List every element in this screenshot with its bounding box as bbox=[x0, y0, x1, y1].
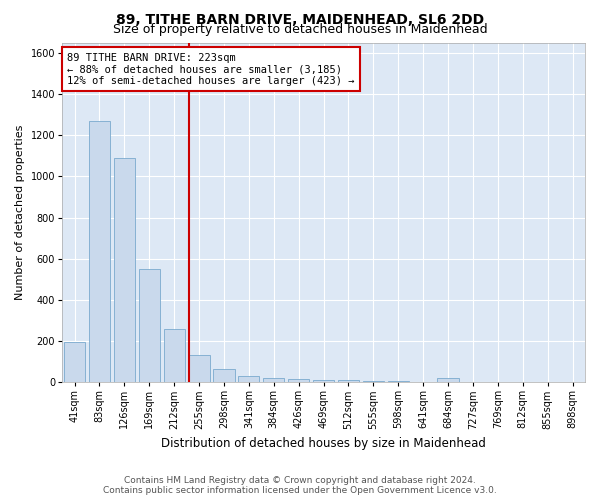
Text: Size of property relative to detached houses in Maidenhead: Size of property relative to detached ho… bbox=[113, 24, 487, 36]
Bar bbox=[164, 328, 185, 382]
Bar bbox=[139, 269, 160, 382]
Bar bbox=[64, 342, 85, 382]
Text: Contains HM Land Registry data © Crown copyright and database right 2024.
Contai: Contains HM Land Registry data © Crown c… bbox=[103, 476, 497, 495]
Bar bbox=[437, 378, 458, 382]
Bar bbox=[114, 158, 135, 382]
Bar bbox=[363, 381, 384, 382]
Bar bbox=[288, 379, 309, 382]
X-axis label: Distribution of detached houses by size in Maidenhead: Distribution of detached houses by size … bbox=[161, 437, 486, 450]
Bar bbox=[388, 381, 409, 382]
Bar bbox=[188, 356, 209, 382]
Text: 89, TITHE BARN DRIVE, MAIDENHEAD, SL6 2DD: 89, TITHE BARN DRIVE, MAIDENHEAD, SL6 2D… bbox=[116, 12, 484, 26]
Bar bbox=[89, 120, 110, 382]
Bar bbox=[313, 380, 334, 382]
Bar bbox=[238, 376, 259, 382]
Bar bbox=[214, 370, 235, 382]
Text: 89 TITHE BARN DRIVE: 223sqm
← 88% of detached houses are smaller (3,185)
12% of : 89 TITHE BARN DRIVE: 223sqm ← 88% of det… bbox=[67, 52, 355, 86]
Bar bbox=[263, 378, 284, 382]
Bar bbox=[338, 380, 359, 382]
Y-axis label: Number of detached properties: Number of detached properties bbox=[15, 124, 25, 300]
